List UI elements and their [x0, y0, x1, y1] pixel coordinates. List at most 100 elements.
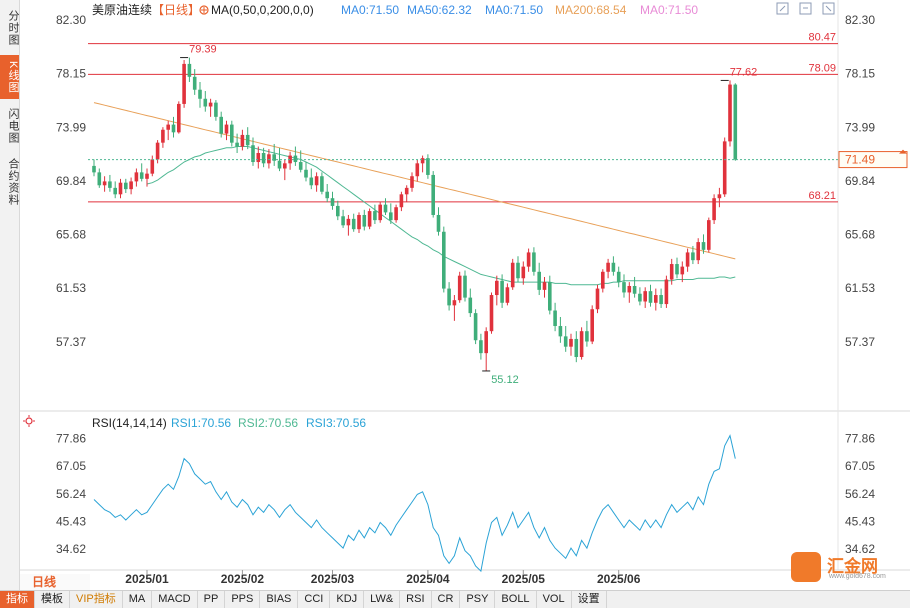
rsi3-value: RSI3:70.56	[306, 416, 366, 430]
candle	[426, 154, 430, 179]
candle	[277, 147, 282, 172]
candle	[166, 120, 170, 141]
candle	[601, 269, 605, 293]
settings-icon[interactable]	[199, 5, 209, 15]
tab-kline[interactable]: K线图	[0, 55, 19, 99]
rsi-path	[93, 434, 736, 573]
window-controls	[776, 2, 835, 15]
candle	[733, 83, 738, 161]
candle	[304, 162, 308, 182]
price-axis: 82.30 82.30 78.15 78.15 73.99 73.99 69.84 69.84…	[56, 13, 875, 349]
indicator-tab[interactable]: LW&	[364, 591, 401, 608]
tab-contract-info[interactable]: 合约资料	[7, 158, 19, 206]
candle	[510, 258, 515, 290]
candle	[479, 333, 483, 360]
ma50-line	[146, 146, 736, 286]
price-tick-right: 57.37	[845, 335, 875, 349]
price-tick-left: 61.53	[56, 281, 86, 295]
rsi1-value: RSI1:70.56	[171, 416, 231, 430]
candle	[192, 69, 197, 95]
tab-timeshare[interactable]: 分时图	[7, 10, 19, 46]
candle	[701, 234, 706, 254]
candle	[283, 159, 287, 181]
candle	[124, 178, 128, 194]
period-selector[interactable]: 日线	[20, 574, 90, 590]
x-tick-label: 2025/06	[597, 572, 641, 586]
indicator-tab[interactable]: 指标	[0, 591, 35, 608]
indicator-tab[interactable]: BOLL	[495, 591, 537, 608]
candle	[595, 284, 600, 314]
indicator-tab[interactable]: PP	[198, 591, 226, 608]
indicator-tab[interactable]: RSI	[400, 591, 432, 608]
extreme-label: 55.12	[491, 374, 519, 386]
indicator-tab[interactable]: MA	[123, 591, 153, 608]
price-tick-right: 65.68	[845, 228, 875, 242]
x-axis: 2025/01 2025/02 2025/03 2025/04 2025/05 2025/…	[125, 570, 641, 586]
indicator-tab[interactable]: PPS	[225, 591, 261, 608]
candle	[468, 288, 473, 317]
candle	[145, 168, 149, 187]
indicator-tab[interactable]: VIP指标	[70, 591, 123, 608]
ma-value: MA0:71.50	[640, 3, 698, 17]
candle	[219, 111, 223, 138]
candle	[113, 181, 117, 199]
indicator-tab[interactable]: KDJ	[330, 591, 365, 608]
candle	[505, 283, 510, 306]
candle	[654, 288, 658, 311]
candle	[203, 91, 208, 112]
x-tick-label: 2025/05	[502, 572, 546, 586]
candle	[92, 159, 96, 177]
candle	[362, 209, 367, 231]
candle	[177, 101, 181, 134]
indicator-tab[interactable]: 模板	[35, 591, 70, 608]
candle	[108, 174, 112, 192]
ma50-path	[146, 146, 736, 286]
candle	[378, 202, 382, 223]
candle	[563, 326, 568, 352]
indicator-tab[interactable]: VOL	[537, 591, 572, 608]
candle	[590, 305, 594, 345]
candle	[457, 271, 462, 303]
indicator-tab[interactable]: BIAS	[260, 591, 299, 608]
candle	[245, 127, 250, 150]
candle	[722, 137, 727, 197]
price-level-label: 78.09	[808, 62, 836, 74]
candle	[574, 331, 579, 363]
candle	[261, 147, 266, 168]
indicator-tab[interactable]: MACD	[152, 591, 198, 608]
chart-area[interactable]: 美原油连续 【日线】 MA(0,50,0,200,0,0) MA0:71.50 …	[0, 0, 910, 590]
indicator-tab[interactable]: PSY	[460, 591, 496, 608]
candle	[251, 137, 255, 166]
candle	[235, 133, 239, 153]
sun-icon[interactable]	[23, 415, 35, 427]
rsi-tick-right: 77.86	[845, 431, 875, 445]
candle	[638, 287, 642, 306]
tab-flash[interactable]: 闪电图	[7, 108, 19, 144]
instrument-name: 美原油连续	[92, 2, 152, 17]
price-tick-right: 73.99	[845, 120, 875, 134]
extreme-label: 79.39	[189, 44, 217, 56]
price-tick-left: 78.15	[56, 67, 86, 81]
candle	[611, 256, 616, 276]
rsi-tick-right: 34.62	[845, 542, 875, 556]
candle	[367, 208, 372, 230]
candle	[389, 203, 393, 225]
candle	[97, 168, 102, 188]
restore-icon[interactable]	[799, 2, 812, 15]
candle	[134, 168, 139, 187]
rsi-axis: 77.86 77.86 67.05 67.05 56.24 56.24 45.43 45.43…	[56, 431, 875, 556]
candle	[452, 295, 457, 321]
indicator-tab[interactable]: 设置	[572, 591, 607, 608]
candle	[627, 282, 632, 303]
ma200-line	[93, 102, 736, 260]
logo-mark-icon	[791, 552, 821, 582]
candle	[728, 80, 732, 147]
candle	[643, 287, 647, 308]
candle	[659, 288, 663, 308]
maximize-icon[interactable]	[822, 2, 835, 15]
indicator-tab[interactable]: CCI	[298, 591, 331, 608]
candle	[436, 207, 441, 236]
indicator-tab-bar: 指标 模板 VIP指标 MA MACD PP PPS BIAS CCI KDJ LW& RSI CR PS…	[0, 590, 910, 608]
fullscreen-icon[interactable]	[776, 2, 789, 15]
indicator-tab[interactable]: CR	[432, 591, 461, 608]
